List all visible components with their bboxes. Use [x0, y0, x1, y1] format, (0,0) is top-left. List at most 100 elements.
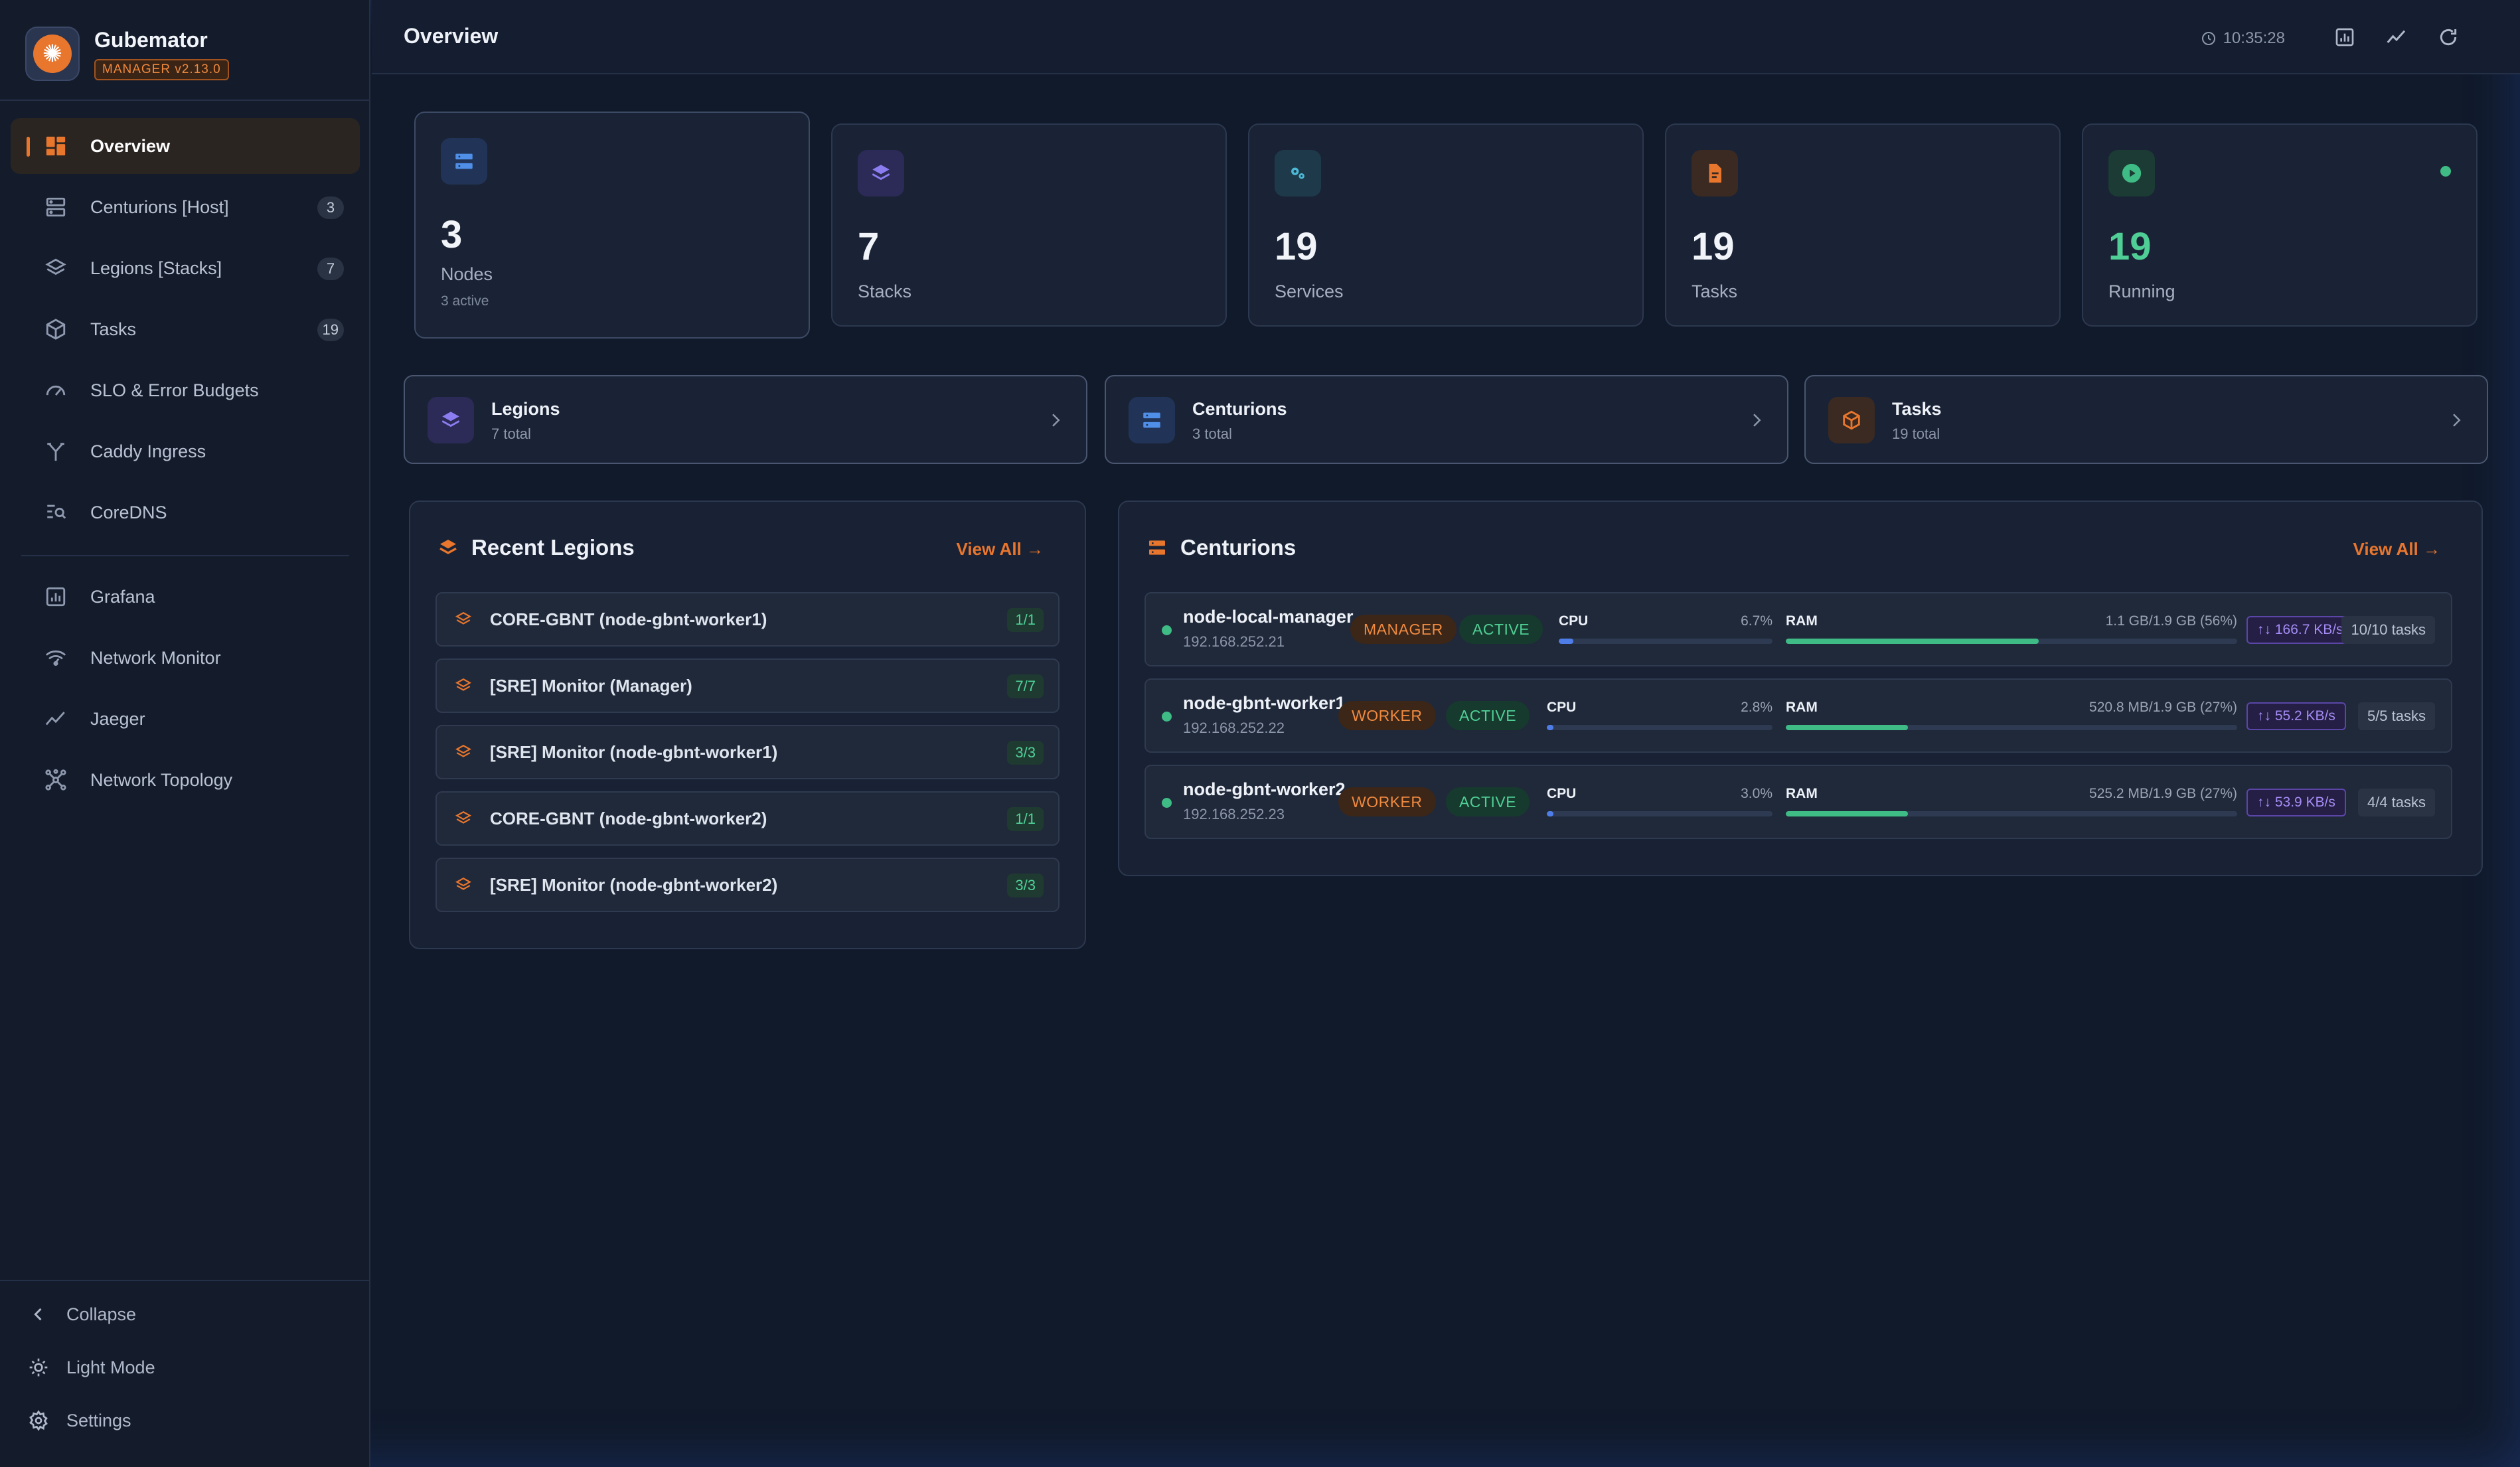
- stat-label: Stacks: [858, 281, 912, 301]
- theme-toggle[interactable]: Light Mode: [27, 1355, 155, 1379]
- legion-row[interactable]: [SRE] Monitor (node-gbnt-worker2) 3/3: [435, 858, 1060, 912]
- network-rate-badge: ↑↓ 53.9 KB/s: [2246, 789, 2346, 816]
- ram-bar-fill: [1786, 725, 1908, 730]
- panel-title-text: Centurions: [1180, 535, 1297, 560]
- gauge-icon: [44, 378, 68, 402]
- legion-row[interactable]: CORE-GBNT (node-gbnt-worker1) 1/1: [435, 592, 1060, 647]
- stat-card-nodes[interactable]: 3 Nodes 3 active: [414, 112, 810, 339]
- cube-icon: [1828, 397, 1875, 443]
- centurion-row[interactable]: node-gbnt-worker1 192.168.252.22 WORKER …: [1144, 678, 2452, 753]
- grafana-button[interactable]: [2326, 20, 2363, 57]
- stat-card-services[interactable]: 19 Services: [1248, 123, 1644, 327]
- ram-label: RAM: [1786, 786, 1818, 801]
- nav-card-tasks[interactable]: Tasks 19 total: [1804, 375, 2488, 464]
- sidebar-item-caddy[interactable]: Caddy Ingress: [11, 424, 360, 479]
- sidebar-item-tasks[interactable]: Tasks 19: [11, 301, 360, 357]
- sidebar-item-label: Legions [Stacks]: [90, 258, 222, 278]
- replica-badge: 7/7: [1007, 674, 1044, 698]
- nav-card-subtitle: 3 total: [1192, 425, 1232, 442]
- sun-icon: [27, 1355, 50, 1379]
- stat-card-stacks[interactable]: 7 Stacks: [831, 123, 1227, 327]
- helm-icon: ✺: [33, 35, 72, 73]
- stat-value: 3: [441, 213, 463, 256]
- search-list-icon: [44, 501, 68, 524]
- collapse-button[interactable]: Collapse: [27, 1302, 136, 1326]
- trend-icon: [2384, 27, 2409, 51]
- server-icon: [1129, 397, 1175, 443]
- network-rate-badge: ↑↓ 166.7 KB/s: [2246, 616, 2354, 644]
- sidebar-item-label: Network Monitor: [90, 647, 221, 668]
- sidebar-item-centurions[interactable]: Centurions [Host] 3: [11, 179, 360, 235]
- role-badge: WORKER: [1338, 787, 1436, 816]
- sidebar-item-legions[interactable]: Legions [Stacks] 7: [11, 240, 360, 296]
- collapse-label: Collapse: [66, 1304, 137, 1324]
- layers-icon: [454, 809, 473, 828]
- nav-card-title: Centurions: [1192, 399, 1287, 419]
- ram-label: RAM: [1786, 700, 1818, 715]
- stat-card-tasks[interactable]: 19 Tasks: [1665, 123, 2061, 327]
- cpu-value: 3.0%: [1741, 786, 1772, 801]
- legion-row[interactable]: CORE-GBNT (node-gbnt-worker2) 1/1: [435, 791, 1060, 846]
- settings-label: Settings: [66, 1410, 131, 1430]
- dashboard-icon: [44, 134, 68, 158]
- nav-card-subtitle: 7 total: [491, 425, 531, 442]
- legion-name: CORE-GBNT (node-gbnt-worker2): [490, 808, 767, 828]
- panel-title: Recent Legions: [437, 535, 635, 560]
- panel-title: Centurions: [1146, 535, 1296, 560]
- status-dot: [1162, 625, 1172, 635]
- centurion-row[interactable]: node-local-manager 192.168.252.21 MANAGE…: [1144, 592, 2452, 666]
- sidebar-item-coredns[interactable]: CoreDNS: [11, 485, 360, 540]
- sidebar-nav-tools: Grafana Network Monitor Jaeger Network T…: [11, 569, 360, 813]
- replica-badge: 1/1: [1007, 807, 1044, 831]
- replica-badge: 3/3: [1007, 874, 1044, 897]
- status-badge: ACTIVE: [1446, 701, 1530, 730]
- legion-name: [SRE] Monitor (node-gbnt-worker2): [490, 874, 778, 895]
- sidebar-item-label: Tasks: [90, 319, 137, 339]
- legion-row[interactable]: [SRE] Monitor (node-gbnt-worker1) 3/3: [435, 725, 1060, 779]
- layers-icon: [454, 743, 473, 761]
- panel-title-text: Recent Legions: [471, 535, 635, 560]
- sidebar-item-label: Centurions [Host]: [90, 196, 229, 217]
- gear-icon: [27, 1409, 50, 1432]
- sidebar-item-network-monitor[interactable]: Network Monitor: [11, 630, 360, 686]
- clock: 10:35:28: [2199, 29, 2285, 48]
- sidebar-item-overview[interactable]: Overview: [11, 118, 360, 174]
- stat-card-running[interactable]: 19 Running: [2082, 123, 2478, 327]
- stat-value: 19: [2108, 225, 2152, 268]
- stat-label: Tasks: [1692, 281, 1738, 301]
- refresh-button[interactable]: [2430, 20, 2467, 57]
- brand[interactable]: ✺ Gubemator MANAGER v2.13.0: [25, 27, 229, 81]
- view-all-legions-link[interactable]: View All →: [956, 539, 1044, 559]
- divider: [0, 1280, 370, 1281]
- chart-icon: [2334, 27, 2355, 51]
- settings-button[interactable]: Settings: [27, 1409, 131, 1432]
- legion-name: [SRE] Monitor (node-gbnt-worker1): [490, 741, 778, 762]
- cpu-bar-fill: [1559, 639, 1573, 644]
- status-badge: ACTIVE: [1446, 787, 1530, 816]
- nav-card-legions[interactable]: Legions 7 total: [404, 375, 1087, 464]
- layers-icon: [454, 676, 473, 695]
- sidebar-item-slo[interactable]: SLO & Error Budgets: [11, 362, 360, 418]
- sidebar-item-grafana[interactable]: Grafana: [11, 569, 360, 625]
- topology-icon: [44, 768, 68, 792]
- divider: [21, 555, 349, 556]
- play-icon: [2108, 150, 2155, 196]
- stat-subtext: 3 active: [441, 293, 489, 309]
- ram-value: 525.2 MB/1.9 GB (27%): [2089, 786, 2237, 801]
- gears-icon: [1275, 150, 1321, 196]
- ram-meter: RAM 525.2 MB/1.9 GB (27%): [1786, 786, 2237, 816]
- node-ip: 192.168.252.22: [1183, 720, 1285, 736]
- version-badge: MANAGER v2.13.0: [94, 58, 229, 80]
- sidebar-item-label: Jaeger: [90, 708, 145, 729]
- centurion-row[interactable]: node-gbnt-worker2 192.168.252.23 WORKER …: [1144, 765, 2452, 839]
- server-icon: [44, 195, 68, 219]
- legion-row[interactable]: [SRE] Monitor (Manager) 7/7: [435, 658, 1060, 713]
- sidebar-item-topology[interactable]: Network Topology: [11, 752, 360, 808]
- server-icon: [1146, 536, 1168, 559]
- metrics-button[interactable]: [2378, 20, 2415, 57]
- layers-icon: [437, 536, 459, 559]
- view-all-centurions-link[interactable]: View All →: [2353, 539, 2441, 559]
- sidebar-item-jaeger[interactable]: Jaeger: [11, 691, 360, 747]
- nav-card-centurions[interactable]: Centurions 3 total: [1105, 375, 1788, 464]
